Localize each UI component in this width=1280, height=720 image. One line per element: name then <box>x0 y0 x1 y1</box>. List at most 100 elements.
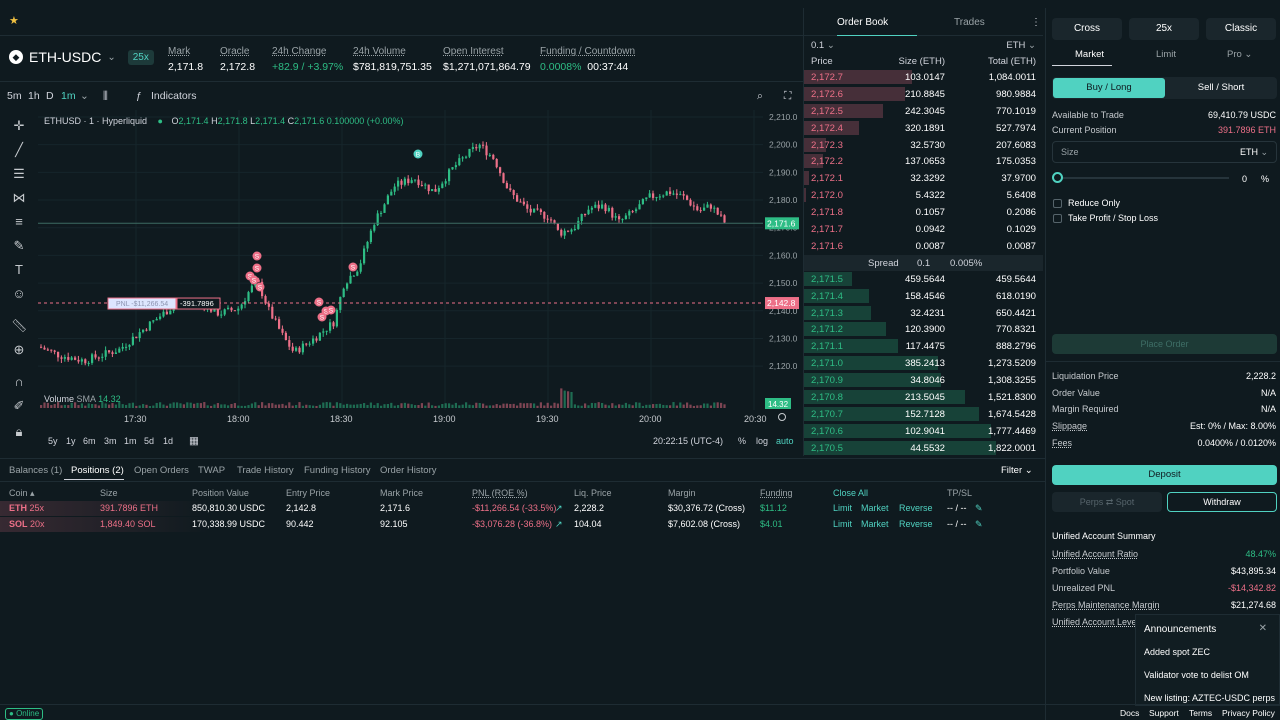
favorite-star-icon[interactable]: ★ <box>9 15 19 27</box>
cell-a2[interactable]: Market <box>861 503 889 513</box>
tab-twap[interactable]: TWAP <box>198 465 226 476</box>
sell-marker[interactable] <box>255 282 265 292</box>
announcement-item[interactable]: Added spot ZEC <box>1144 647 1211 657</box>
reduce-only-checkbox[interactable] <box>1053 199 1062 208</box>
tab-positions[interactable]: Positions (2) <box>71 465 124 476</box>
bid-row[interactable]: 2,171.0 385.2413 1,273.5209 <box>804 355 1043 372</box>
bid-row[interactable]: 2,171.2 120.3900 770.8321 <box>804 321 1043 338</box>
percent-toggle[interactable]: % <box>738 436 747 446</box>
tab-balances[interactable]: Balances (1) <box>9 465 63 476</box>
bid-row[interactable]: 2,171.1 117.4475 888.2796 <box>804 338 1043 355</box>
auto-toggle[interactable]: auto <box>776 436 794 446</box>
external-link-icon[interactable]: ↗ <box>555 503 563 513</box>
more-options-icon[interactable]: ⋮ <box>1031 17 1041 28</box>
announcement-item[interactable]: Validator vote to delist OM <box>1144 670 1249 680</box>
range-5d[interactable]: 5d <box>144 436 155 446</box>
buy-marker[interactable] <box>413 149 423 159</box>
margin-mode-classic[interactable]: Classic <box>1206 18 1276 40</box>
support-link[interactable]: Support <box>1149 708 1179 718</box>
bid-row[interactable]: 2,170.9 34.8046 1,308.3255 <box>804 372 1043 389</box>
docs-link[interactable]: Docs <box>1120 708 1140 718</box>
perps-spot-button[interactable]: Perps ⇄ Spot <box>1052 492 1162 512</box>
interval-active[interactable]: 1m <box>61 90 76 102</box>
ask-row[interactable]: 2,172.7 103.0147 1,084.0011 <box>804 69 1043 86</box>
slider-percent-value[interactable]: 0 <box>1242 174 1248 184</box>
zoom-in-icon[interactable]: ⊕ <box>13 342 25 357</box>
text-tool-icon[interactable]: T <box>15 262 23 277</box>
emoji-icon[interactable]: ☺ <box>12 286 26 301</box>
position-row[interactable] <box>0 501 1045 516</box>
place-order-button[interactable]: Place Order <box>1052 334 1277 354</box>
indicators-button[interactable]: Indicators <box>151 90 197 102</box>
ask-row[interactable]: 2,171.6 0.0087 0.0087 <box>804 238 1043 255</box>
magnet-icon[interactable]: ∩ <box>14 374 24 389</box>
chart-settings-icon[interactable] <box>778 413 786 421</box>
pnl-tag[interactable] <box>107 297 177 310</box>
range-1m[interactable]: 1m <box>124 436 137 446</box>
log-toggle[interactable]: log <box>756 436 769 446</box>
col-coin[interactable]: Coin ▴ <box>9 488 35 498</box>
lock-drawing-icon[interactable]: ✐ <box>13 398 25 413</box>
ask-row[interactable]: 2,171.8 0.1057 0.2086 <box>804 204 1043 221</box>
bid-row[interactable]: 2,171.5 459.5644 459.5644 <box>804 271 1043 288</box>
order-type-market[interactable]: Market <box>1075 49 1105 60</box>
tab-funding-history[interactable]: Funding History <box>304 465 371 476</box>
tpsl-checkbox[interactable] <box>1053 214 1062 223</box>
tab-order-history[interactable]: Order History <box>380 465 437 476</box>
edit-tpsl-icon[interactable]: ✎ <box>975 519 983 529</box>
indicators-icon[interactable]: ƒ <box>136 90 142 102</box>
filter-dropdown[interactable]: Filter ⌄ <box>1001 465 1033 476</box>
precision-select[interactable]: 0.1 ⌄ <box>811 40 835 51</box>
sell-marker[interactable] <box>249 275 259 285</box>
sell-marker[interactable] <box>252 251 262 261</box>
calendar-icon[interactable]: ▦ <box>189 435 199 447</box>
ask-row[interactable]: 2,171.7 0.0942 0.1029 <box>804 221 1043 238</box>
interval-d[interactable]: D <box>46 90 54 102</box>
unit-select[interactable]: ETH ⌄ <box>1006 40 1036 51</box>
tab-trade-history[interactable]: Trade History <box>237 465 294 476</box>
cell-a2[interactable]: Market <box>861 519 889 529</box>
size-slider-track[interactable] <box>1054 177 1229 179</box>
sell-short-button[interactable]: Sell / Short <box>1197 82 1245 93</box>
order-type-pro[interactable]: Pro ⌄ <box>1227 49 1253 60</box>
bid-row[interactable]: 2,170.6 102.9041 1,777.4469 <box>804 423 1043 440</box>
cell-a3[interactable]: Reverse <box>899 503 933 513</box>
fullscreen-icon[interactable]: ⛶ <box>784 90 792 102</box>
sell-marker[interactable] <box>317 312 327 322</box>
bid-row[interactable]: 2,171.3 32.4231 650.4421 <box>804 305 1043 322</box>
margin-mode-cross[interactable]: Cross <box>1052 18 1122 40</box>
horizontal-lines-icon[interactable]: ☰ <box>13 166 25 181</box>
range-1y[interactable]: 1y <box>66 436 76 446</box>
size-unit-select[interactable]: ETH ⌄ <box>1239 147 1268 157</box>
range-3m[interactable]: 3m <box>104 436 117 446</box>
interval-1h[interactable]: 1h <box>28 90 40 102</box>
tab-open-orders[interactable]: Open Orders <box>134 465 189 476</box>
close-all-button[interactable]: Close All <box>833 488 869 498</box>
ask-row[interactable]: 2,172.4 320.1891 527.7974 <box>804 120 1043 137</box>
sell-marker[interactable] <box>252 263 262 273</box>
position-row[interactable] <box>0 517 1045 532</box>
external-link-icon[interactable]: ↗ <box>555 519 563 529</box>
cell-a3[interactable]: Reverse <box>899 519 933 529</box>
range-5y[interactable]: 5y <box>48 436 58 446</box>
ruler-icon[interactable]: 📏︎ <box>11 318 28 333</box>
pattern-icon[interactable]: ⋈ <box>12 190 26 205</box>
withdraw-button[interactable]: Withdraw <box>1167 492 1277 512</box>
cell-a1[interactable]: Limit <box>833 503 853 513</box>
pair-selector[interactable]: ◆ ETH-USDC ⌄ 25x <box>9 49 154 65</box>
bid-row[interactable]: 2,170.8 213.5045 1,521.8300 <box>804 389 1043 406</box>
announcement-item[interactable]: New listing: AZTEC-USDC perps <box>1144 693 1276 703</box>
fib-icon[interactable]: ≡ <box>15 214 23 229</box>
ask-row[interactable]: 2,172.6 210.8845 980.9884 <box>804 86 1043 103</box>
edit-tpsl-icon[interactable]: ✎ <box>975 503 983 513</box>
terms-link[interactable]: Terms <box>1189 708 1213 718</box>
lock-icon[interactable]: 🔒︎ <box>15 424 23 439</box>
privacy-policy-link[interactable]: Privacy Policy <box>1222 708 1275 718</box>
order-type-limit[interactable]: Limit <box>1156 49 1177 60</box>
search-icon[interactable]: ⌕ <box>757 90 763 102</box>
range-1d[interactable]: 1d <box>163 436 174 446</box>
bid-row[interactable]: 2,170.5 44.5532 1,822.0001 <box>804 440 1043 457</box>
interval-dropdown-icon[interactable]: ⌄ <box>80 90 89 102</box>
tab-order-book[interactable]: Order Book <box>837 17 889 28</box>
bid-row[interactable]: 2,171.4 158.4546 618.0190 <box>804 288 1043 305</box>
